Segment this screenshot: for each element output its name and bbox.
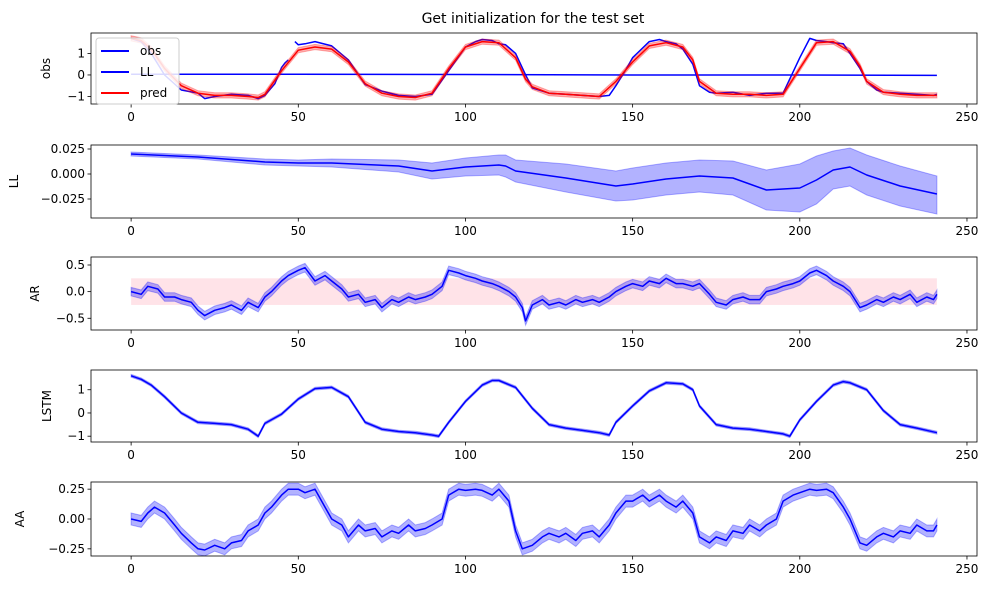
y-tick-label: 0 — [77, 406, 85, 420]
subplot-LSTM: 0 50 100 150 200 250 −1 0 1 LSTM — [40, 369, 978, 462]
legend-label-pred: pred — [140, 86, 167, 100]
confidence-band-AA — [130, 482, 938, 556]
y-tick-label: 0 — [77, 68, 85, 82]
plot-area-LL — [130, 147, 938, 215]
x-tick-label: 200 — [788, 448, 811, 462]
axes-frame — [90, 369, 978, 443]
x-axis: 0 50 100 150 200 250 — [127, 104, 978, 124]
x-tick-label: 250 — [956, 562, 979, 576]
x-tick-label: 0 — [127, 336, 135, 350]
x-tick-label: 150 — [621, 336, 644, 350]
y-tick-label: −0.25 — [48, 542, 85, 556]
x-tick-label: 200 — [788, 110, 811, 124]
x-tick-label: 150 — [621, 448, 644, 462]
y-axis-label: LSTM — [40, 390, 54, 422]
y-axis: −0.25 0.00 0.25 — [48, 482, 91, 556]
x-tick-label: 0 — [127, 562, 135, 576]
subplot-AR: 0 50 100 150 200 250 −0.5 0.0 0.5 AR — [28, 256, 978, 350]
x-tick-label: 100 — [454, 562, 477, 576]
x-tick-label: 50 — [291, 336, 306, 350]
axes-frame — [90, 256, 978, 331]
subplot-LL: 0 50 100 150 200 250 −0.025 0.000 0.025 LL — [7, 142, 978, 238]
y-tick-label: 1 — [77, 383, 85, 397]
series-line-LL — [131, 153, 938, 195]
x-tick-label: 250 — [956, 224, 979, 238]
y-tick-label: 0.5 — [66, 258, 85, 272]
y-tick-label: −0.025 — [41, 192, 85, 206]
plot-area-LSTM — [130, 373, 938, 439]
x-tick-label: 100 — [454, 336, 477, 350]
confidence-band-AR — [130, 262, 938, 327]
y-axis-label: obs — [39, 58, 53, 79]
confidence-band-LL — [130, 147, 938, 215]
legend-label-obs: obs — [140, 44, 161, 58]
subplot-obs: 0 50 100 150 200 250 −1 0 1 obs obs LL pred — [39, 32, 978, 124]
x-tick-label: 50 — [291, 448, 306, 462]
series-line-LL — [131, 73, 937, 77]
y-axis: −0.5 0.0 0.5 — [56, 258, 91, 325]
legend-box — [95, 37, 180, 105]
series-line-pred — [130, 37, 937, 99]
y-axis-label: AA — [13, 510, 27, 528]
x-tick-label: 150 — [621, 224, 644, 238]
x-tick-label: 250 — [956, 110, 979, 124]
x-tick-label: 150 — [621, 562, 644, 576]
series-line-AA — [130, 488, 938, 551]
x-tick-label: 50 — [291, 562, 306, 576]
x-axis: 0 50 100 150 200 250 — [127, 556, 978, 576]
y-tick-label: 1 — [77, 46, 85, 60]
y-axis: −1 0 1 — [67, 383, 91, 443]
y-tick-label: 0.000 — [51, 167, 85, 181]
axes-frame — [90, 32, 978, 105]
series-line-AR — [130, 266, 938, 322]
plot-area-AR — [130, 262, 938, 327]
legend: obs LL pred — [95, 37, 180, 105]
y-tick-label: 0.00 — [58, 512, 85, 526]
x-tick-label: 100 — [454, 448, 477, 462]
y-axis: −0.025 0.000 0.025 — [41, 142, 91, 206]
x-tick-label: 100 — [454, 110, 477, 124]
y-tick-label: 0.25 — [58, 482, 85, 496]
series-line-LSTM — [130, 375, 938, 437]
axes-frame — [90, 144, 978, 219]
x-tick-label: 150 — [621, 110, 644, 124]
y-tick-label: −0.5 — [56, 311, 85, 325]
chart-title: Get initialization for the test set — [422, 11, 645, 27]
subplot-AA: 0 50 100 150 200 250 −0.25 0.00 0.25 AA — [13, 481, 978, 576]
y-axis-label: AR — [28, 285, 42, 302]
x-tick-label: 0 — [127, 110, 135, 124]
x-tick-label: 250 — [956, 336, 979, 350]
y-axis: −1 0 1 — [67, 46, 91, 103]
x-axis: 0 50 100 150 200 250 — [127, 218, 978, 238]
legend-label-LL: LL — [140, 65, 154, 79]
x-tick-label: 200 — [788, 562, 811, 576]
plot-area-AA — [130, 482, 938, 556]
x-tick-label: 200 — [788, 224, 811, 238]
plot-area-obs — [130, 35, 938, 101]
x-tick-label: 100 — [454, 224, 477, 238]
reference-band — [131, 278, 937, 305]
confidence-band-LSTM — [130, 373, 938, 439]
y-tick-label: −1 — [67, 429, 85, 443]
y-axis-label: LL — [7, 175, 21, 189]
x-axis: 0 50 100 150 200 250 — [127, 330, 978, 350]
x-tick-label: 0 — [127, 448, 135, 462]
x-tick-label: 50 — [291, 224, 306, 238]
x-tick-label: 50 — [291, 110, 306, 124]
y-tick-label: −1 — [67, 89, 85, 103]
confidence-band-pred — [130, 35, 938, 101]
x-axis: 0 50 100 150 200 250 — [127, 442, 978, 462]
x-tick-label: 200 — [788, 336, 811, 350]
y-tick-label: 0.0 — [66, 285, 85, 299]
x-tick-label: 250 — [956, 448, 979, 462]
y-tick-label: 0.025 — [51, 142, 85, 156]
x-tick-label: 0 — [127, 224, 135, 238]
